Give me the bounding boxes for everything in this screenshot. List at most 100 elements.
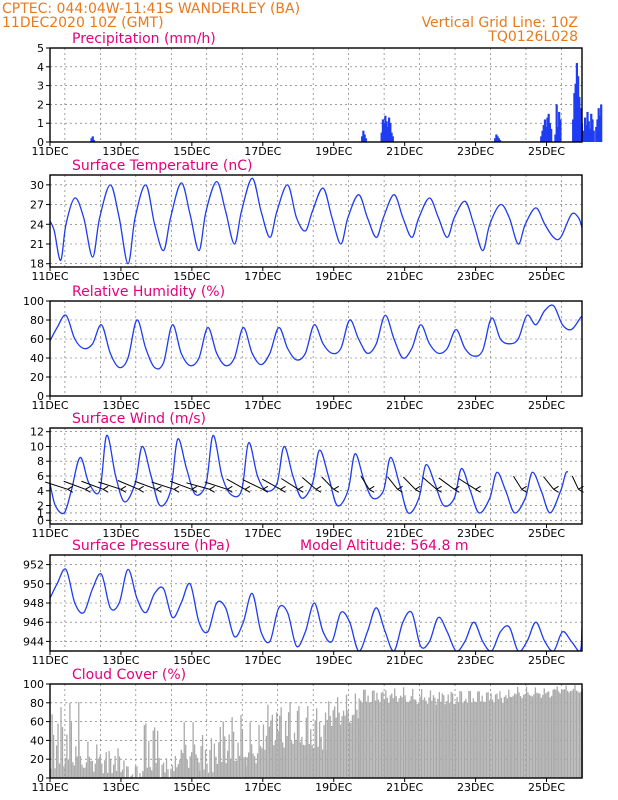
x-tick-label: 13DEC <box>102 399 139 412</box>
cloud-bar <box>99 754 101 778</box>
cloud-bar <box>176 767 178 778</box>
cloud-bar <box>456 697 458 778</box>
panel-3: 0 20 40 60 80 100 11DEC 13DEC 15DEC 17DEC 19DEC 21D… <box>23 284 583 412</box>
cloud-bar <box>527 692 529 778</box>
cloud-bar <box>566 690 569 778</box>
panel-title: Surface Wind (m/s) <box>72 411 206 427</box>
cloud-bar <box>180 749 182 778</box>
cloud-bar <box>488 700 491 778</box>
x-tick-label: 17DEC <box>244 399 281 412</box>
cloud-bar <box>190 752 193 778</box>
cloud-bar <box>571 690 573 778</box>
wind-arrow <box>169 480 193 490</box>
cloud-bar <box>196 757 199 778</box>
x-tick-label: 25DEC <box>528 781 565 794</box>
cloud-bar <box>533 694 535 778</box>
cloud-bar <box>314 720 316 778</box>
cloud-bar <box>282 742 284 778</box>
precip-bar <box>579 108 582 142</box>
panel-title: Surface Pressure (hPa) <box>72 538 230 554</box>
wind-arrow-head <box>415 485 421 490</box>
wind-arrow <box>45 481 68 490</box>
date-line: 11DEC2020 10Z (GMT) <box>2 15 164 31</box>
wind-arrow <box>81 480 104 490</box>
y-tick-label: 0 <box>37 772 44 785</box>
cloud-bar <box>195 754 197 778</box>
cloud-bar <box>91 760 93 778</box>
x-tick-label: 21DEC <box>386 654 423 667</box>
x-tick-label: 25DEC <box>528 654 565 667</box>
y-tick-label: 80 <box>30 314 44 327</box>
cloud-bar <box>336 697 339 778</box>
cloud-bar <box>531 696 534 778</box>
cloud-bar <box>441 693 443 778</box>
cloud-bar <box>350 722 352 778</box>
cloud-bar <box>52 734 55 778</box>
panel-5: 944 946 948 950 952 11DEC 13DEC 15DEC 17DEC 19DEC… <box>23 538 583 667</box>
cloud-bar <box>212 772 214 778</box>
x-tick-label: 19DEC <box>315 527 352 540</box>
wind-arrow-head <box>475 485 481 490</box>
y-tick-label: 100 <box>23 678 44 691</box>
cloud-bar <box>173 770 175 778</box>
precip-bar <box>363 134 366 142</box>
cloud-bar <box>539 693 541 778</box>
x-tick-label: 23DEC <box>457 145 494 158</box>
cloud-bar <box>107 772 109 778</box>
cloud-bar <box>499 691 501 778</box>
wind-arrow <box>63 480 86 490</box>
cloud-bar <box>574 685 576 778</box>
wind-arrow-head <box>67 485 73 490</box>
cloud-bar <box>360 700 362 778</box>
cloud-bar <box>209 749 211 778</box>
wind-arrow-head <box>102 488 109 493</box>
cloud-bar <box>522 694 525 778</box>
precip-bar <box>590 113 593 142</box>
cloud-bar <box>423 697 426 778</box>
cloud-bar <box>75 746 77 778</box>
cloud-bar <box>232 731 235 778</box>
cloud-bar <box>131 774 134 778</box>
cloud-bar <box>550 695 553 778</box>
cloud-bar <box>376 692 378 778</box>
cloud-bar <box>280 707 282 778</box>
wind-arrow-head <box>280 488 286 493</box>
cloud-bar <box>512 695 514 778</box>
wind-arrow-head <box>173 488 180 493</box>
precip-bar <box>495 134 498 142</box>
wind-arrow-head <box>521 485 527 490</box>
wind-arrow-head <box>368 488 375 493</box>
y-tick-label: 80 <box>30 697 44 710</box>
cloud-bar <box>497 699 500 778</box>
cloud-bar <box>518 692 520 778</box>
precip-bar <box>496 136 499 142</box>
wind-arrow-head <box>415 488 421 493</box>
wind-arrow <box>438 477 455 490</box>
cloud-bar <box>136 766 138 778</box>
cloud-bar <box>356 709 358 778</box>
cloud-bar <box>318 721 321 778</box>
y-tick-label: 948 <box>23 597 44 610</box>
cloud-bar <box>277 731 279 778</box>
cloud-bar <box>213 743 216 778</box>
precip-bar <box>595 126 598 142</box>
y-tick-label: 100 <box>23 295 44 308</box>
wind-arrow <box>134 480 157 490</box>
cloud-bar <box>572 688 575 778</box>
wind-arrow-head <box>138 485 144 490</box>
cloud-bar <box>307 706 309 778</box>
cloud-bar <box>367 695 369 778</box>
y-tick-label: 10 <box>30 440 44 453</box>
cloud-bar <box>206 763 208 778</box>
cloud-bar <box>394 688 396 778</box>
x-tick-label: 11DEC <box>31 654 68 667</box>
cloud-bar <box>514 693 516 778</box>
cloud-bar <box>198 770 201 778</box>
cloud-bar <box>323 725 325 778</box>
cloud-bar <box>370 701 372 778</box>
cloud-bar <box>377 699 380 778</box>
precip-bar <box>389 123 392 142</box>
series-line <box>50 434 569 515</box>
precip-bar <box>572 119 575 142</box>
cloud-bar <box>308 744 310 778</box>
